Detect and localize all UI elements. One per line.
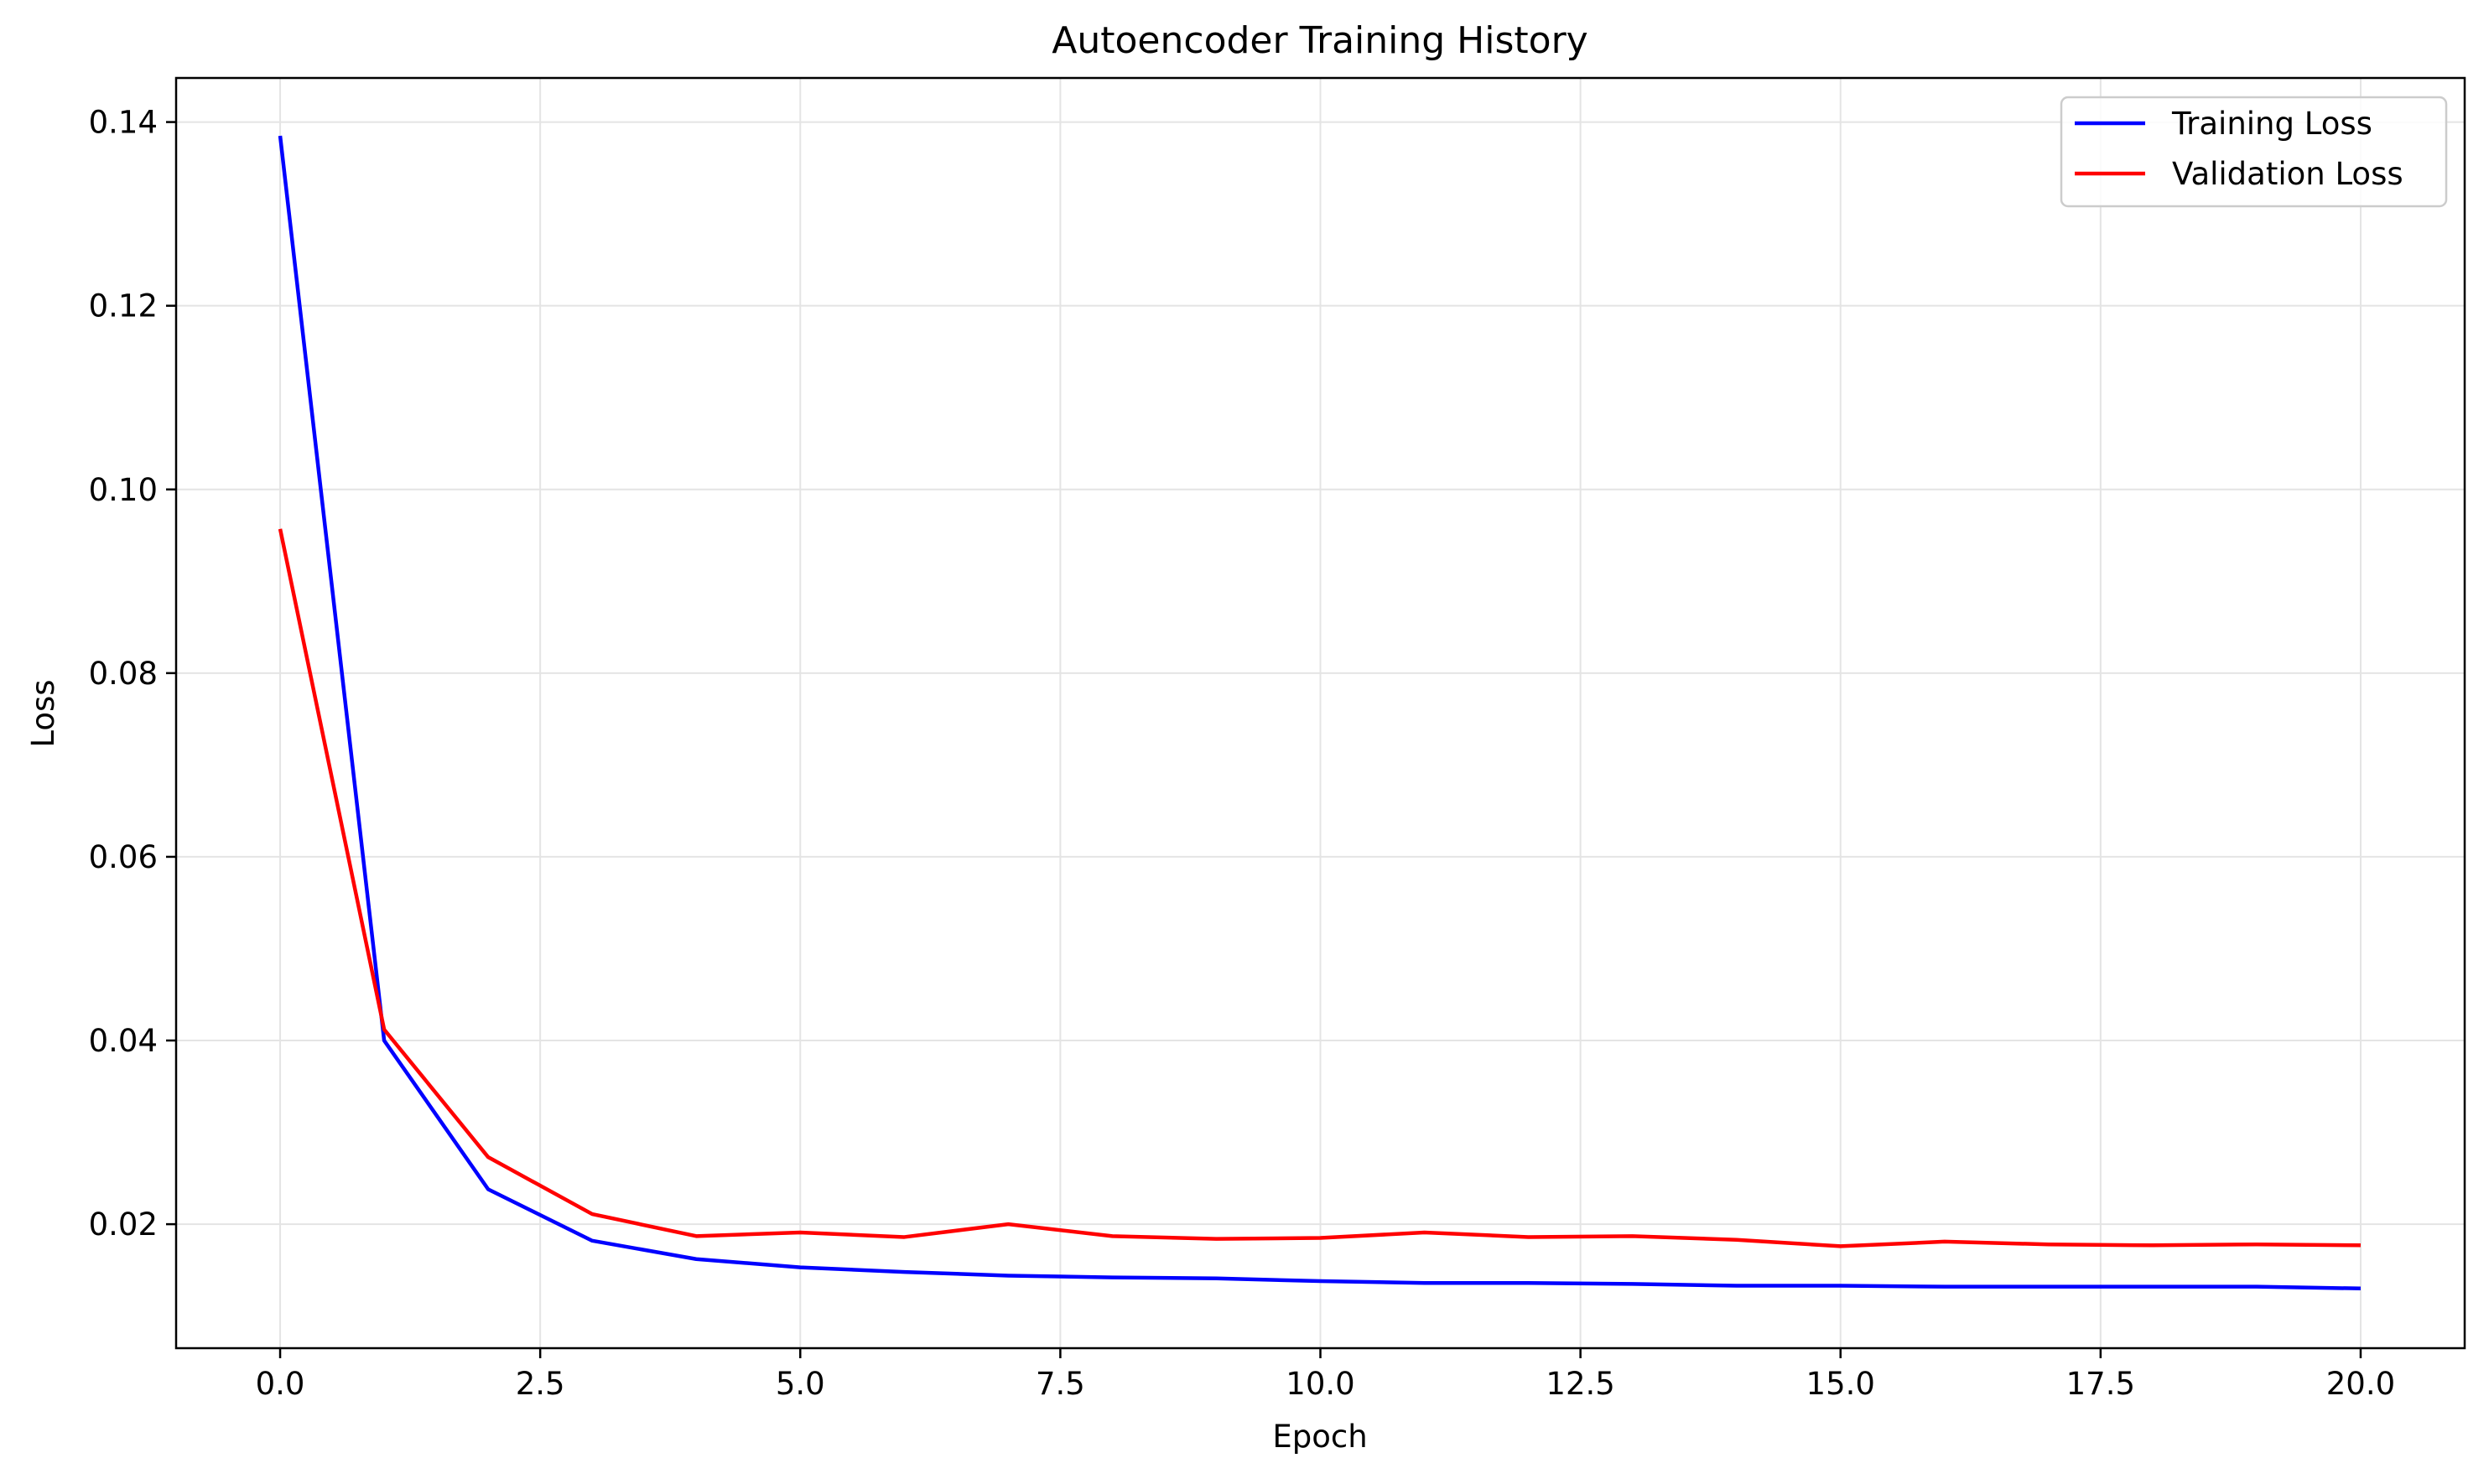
y-tick-label: 0.12 bbox=[89, 288, 158, 324]
legend-label-training-loss: Training Loss bbox=[2171, 106, 2372, 142]
chart-title: Autoencoder Training History bbox=[1052, 19, 1587, 62]
x-axis-label: Epoch bbox=[1272, 1419, 1367, 1455]
x-tick-label: 7.5 bbox=[1036, 1366, 1085, 1402]
y-axis-label: Loss bbox=[25, 679, 61, 747]
y-tick-label: 0.06 bbox=[89, 839, 158, 875]
series-lines bbox=[278, 135, 2361, 1291]
x-tick-label: 17.5 bbox=[2066, 1366, 2135, 1402]
x-tick-label: 2.5 bbox=[516, 1366, 565, 1402]
grid-lines bbox=[176, 78, 2465, 1348]
y-tick-label: 0.04 bbox=[89, 1023, 158, 1059]
x-tick-label: 12.5 bbox=[1546, 1366, 1614, 1402]
x-tick-label: 5.0 bbox=[776, 1366, 825, 1402]
x-axis: 0.0 2.5 5.0 7.5 10.0 12.5 15.0 17.5 20.0 bbox=[256, 1348, 2395, 1402]
x-tick-label: 20.0 bbox=[2326, 1366, 2395, 1402]
y-tick-label: 0.10 bbox=[89, 472, 158, 508]
legend-label-validation-loss: Validation Loss bbox=[2172, 156, 2403, 192]
series-line-training-loss bbox=[278, 135, 2361, 1291]
y-tick-label: 0.02 bbox=[89, 1206, 158, 1243]
y-axis: 0.02 0.04 0.06 0.08 0.10 0.12 0.14 bbox=[89, 105, 176, 1243]
y-tick-label: 0.08 bbox=[89, 656, 158, 692]
legend-box bbox=[2060, 96, 2448, 208]
x-tick-label: 15.0 bbox=[1806, 1366, 1875, 1402]
x-tick-label: 0.0 bbox=[256, 1366, 305, 1402]
series-line-validation-loss bbox=[278, 528, 2361, 1248]
y-tick-label: 0.14 bbox=[89, 105, 158, 141]
x-tick-label: 10.0 bbox=[1286, 1366, 1354, 1402]
legend: Training Loss Validation Loss bbox=[2060, 96, 2448, 208]
